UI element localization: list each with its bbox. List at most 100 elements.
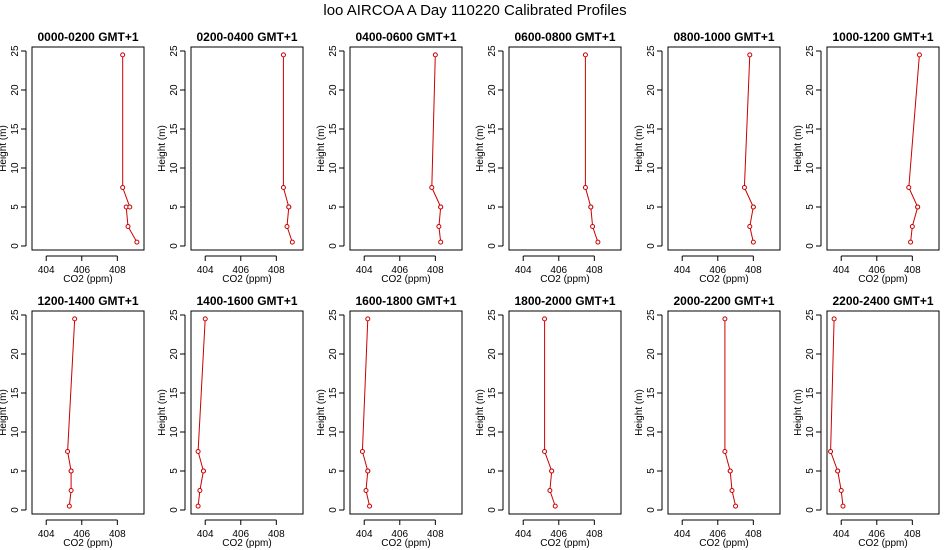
panel-5-data-point-2 — [747, 224, 753, 229]
panel-8-profile-line — [197, 318, 206, 507]
panel-1-y-tick-label-5: 5 — [10, 204, 21, 210]
panel-7-data-point-6 — [72, 316, 78, 322]
panel-7-data-point-4 — [68, 468, 74, 474]
panel-8-y-tick-label-15: 15 — [169, 387, 180, 399]
panel-2-y-tick-label-10: 10 — [169, 162, 180, 174]
panel-1-profile-line — [122, 54, 138, 243]
panel-3-y-tick-label-10: 10 — [328, 162, 339, 174]
panel-3-y-axis-label: Height (m) — [316, 125, 327, 172]
panel-7-y-tick-label-10: 10 — [10, 426, 21, 438]
panel-10-profile-line — [544, 318, 556, 507]
panel-9-data-point-4 — [365, 468, 371, 474]
panel-4-data-point-1 — [595, 239, 601, 245]
panel-7-y-tick-label-5: 5 — [10, 468, 21, 474]
panel-3-y-tick-label-0: 0 — [328, 243, 339, 249]
panel-4-y-tick-label-5: 5 — [487, 204, 498, 210]
panel-9-profile-line — [361, 318, 371, 507]
panel-10-y-tick-label-5: 5 — [487, 468, 498, 474]
panel-1-y-tick-label-10: 10 — [10, 162, 21, 174]
panel-2-y-tick-label-20: 20 — [169, 84, 180, 96]
panel-9-y-tick-label-25: 25 — [328, 309, 339, 321]
panel-3-x-axis-label: CO2 (ppm) — [381, 274, 430, 285]
panel-9-x-tick-label-408: 408 — [427, 529, 444, 540]
panel-11-y-tick-label-0: 0 — [646, 507, 657, 513]
panel-4-x-tick-label-406: 406 — [550, 265, 567, 276]
panel-2-x-axis-label: CO2 (ppm) — [222, 274, 271, 285]
panel-4-title: 0600-0800 GMT+1 — [514, 30, 615, 44]
panel-9-y-axis-label: Height (m) — [316, 389, 327, 436]
panel-11-x-tick-label-404: 404 — [674, 529, 691, 540]
panel-8-plot-frame — [190, 310, 304, 515]
panel-1-data-point-6 — [120, 52, 126, 58]
panel-4-y-tick-label-15: 15 — [487, 123, 498, 135]
panel-1-x-tick-label-406: 406 — [73, 265, 90, 276]
panel-1-y-tick-label-20: 20 — [10, 84, 21, 96]
panel-12-data-point-2 — [838, 488, 844, 493]
panel-9-data-point-6 — [365, 316, 371, 322]
panel-9-y-tick-label-0: 0 — [328, 507, 339, 513]
panel-4-data-point-4 — [588, 204, 594, 210]
panel-2-title: 0200-0400 GMT+1 — [196, 30, 297, 44]
panel-6-x-tick-label-406: 406 — [868, 265, 885, 276]
panel-6-y-axis-label: Height (m) — [793, 125, 804, 172]
panel-11-x-tick-label-406: 406 — [709, 529, 726, 540]
panel-12-profile-line — [830, 318, 844, 507]
panel-4-profile-line — [584, 54, 599, 243]
panel-12-data-point-1 — [840, 503, 846, 509]
panel-5-data-point-6 — [747, 52, 753, 58]
panel-12-y-axis-label: Height (m) — [793, 389, 804, 436]
panel-2-data-point-1 — [289, 239, 295, 245]
panel-11-data-point-5 — [722, 449, 728, 454]
panel-2-x-tick-label-406: 406 — [232, 265, 249, 276]
panel-12-data-point-6 — [831, 316, 837, 322]
panel-3-data-point-1 — [438, 239, 444, 245]
panel-2-y-tick-label-0: 0 — [169, 243, 180, 249]
panel-11-y-tick-label-25: 25 — [646, 309, 657, 321]
panel-1-data-point-2 — [125, 224, 131, 229]
panel-7-title: 1200-1400 GMT+1 — [37, 294, 138, 308]
panel-11-y-tick-label-10: 10 — [646, 426, 657, 438]
panel-10-y-tick-label-0: 0 — [487, 507, 498, 513]
panel-1-y-tick-label-0: 0 — [10, 243, 21, 249]
panel-2-data-point-5 — [280, 185, 286, 190]
panel-8-y-tick-label-10: 10 — [169, 426, 180, 438]
panel-5-y-tick-label-10: 10 — [646, 162, 657, 174]
panel-12-x-tick-label-406: 406 — [868, 529, 885, 540]
panel-10-title: 1800-2000 GMT+1 — [514, 294, 615, 308]
panel-8-y-axis-label: Height (m) — [157, 389, 168, 436]
panel-5-y-axis-label: Height (m) — [634, 125, 645, 172]
panel-2-plot-frame — [190, 46, 304, 251]
panel-11-x-axis-label: CO2 (ppm) — [699, 538, 748, 549]
panel-12-x-tick-label-408: 408 — [904, 529, 921, 540]
panel-11-y-tick-label-15: 15 — [646, 387, 657, 399]
panel-10-x-tick-label-404: 404 — [515, 529, 532, 540]
panel-1-title: 0000-0200 GMT+1 — [37, 30, 138, 44]
panel-10-y-tick-label-15: 15 — [487, 387, 498, 399]
panel-6-plot-frame — [826, 46, 940, 251]
panel-10-data-point-5 — [542, 449, 548, 454]
panel-4-data-point-5 — [582, 185, 588, 190]
panel-9-x-tick-label-406: 406 — [391, 529, 408, 540]
panel-7-x-tick-label-404: 404 — [38, 529, 55, 540]
panel-8-data-point-5 — [195, 449, 201, 454]
panel-11-y-tick-label-20: 20 — [646, 348, 657, 360]
panel-8-x-tick-label-408: 408 — [268, 529, 285, 540]
panel-8-y-tick-label-20: 20 — [169, 348, 180, 360]
panel-1-data-point-4 — [127, 204, 133, 210]
panel-2-data-point-4 — [286, 204, 292, 210]
panel-4-y-tick-label-0: 0 — [487, 243, 498, 249]
panel-9-y-tick-label-5: 5 — [328, 468, 339, 474]
panel-5-data-point-5 — [741, 185, 747, 190]
panel-5-y-tick-label-20: 20 — [646, 84, 657, 96]
panel-6-data-point-4 — [915, 204, 921, 210]
panel-3-title: 0400-0600 GMT+1 — [355, 30, 456, 44]
panel-7-x-tick-label-406: 406 — [73, 529, 90, 540]
panel-9-x-axis-label: CO2 (ppm) — [381, 538, 430, 549]
panel-9-title: 1600-1800 GMT+1 — [355, 294, 456, 308]
panel-12-y-tick-label-15: 15 — [805, 387, 816, 399]
panel-5-y-tick-label-0: 0 — [646, 243, 657, 249]
panel-8-data-point-6 — [202, 316, 208, 322]
panel-1-data-point-1 — [134, 239, 140, 245]
panel-6-data-point-6 — [916, 52, 922, 58]
panel-5-y-tick-label-25: 25 — [646, 45, 657, 57]
